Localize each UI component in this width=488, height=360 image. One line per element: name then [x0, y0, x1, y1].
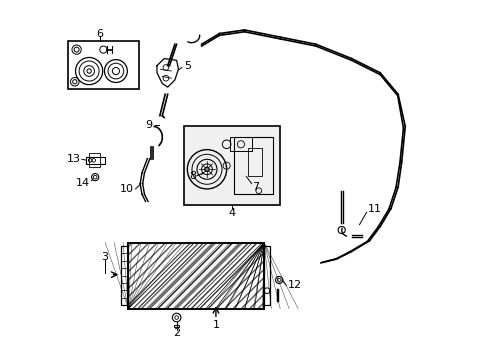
Bar — [128, 243, 264, 309]
Bar — [183, 126, 280, 205]
Bar — [230, 137, 251, 152]
Text: 13: 13 — [67, 154, 81, 164]
Bar — [121, 246, 128, 305]
Circle shape — [204, 167, 209, 171]
Text: 11: 11 — [367, 203, 381, 213]
Text: 4: 4 — [228, 208, 235, 218]
Bar — [128, 243, 264, 309]
Bar — [89, 153, 100, 167]
Bar — [247, 148, 262, 176]
Text: 12: 12 — [287, 280, 301, 291]
Text: 5: 5 — [183, 62, 190, 71]
Bar — [233, 137, 272, 194]
Text: 2: 2 — [173, 328, 180, 338]
Text: 14: 14 — [76, 178, 90, 188]
Bar — [264, 246, 269, 305]
Text: 6: 6 — [96, 29, 103, 39]
Bar — [85, 157, 105, 164]
Text: 3: 3 — [102, 252, 108, 262]
Bar — [128, 243, 264, 309]
Text: 10: 10 — [120, 184, 134, 194]
Bar — [67, 41, 139, 89]
Text: 8: 8 — [189, 171, 196, 181]
Text: 7: 7 — [251, 182, 258, 192]
Text: 1: 1 — [212, 320, 219, 330]
Text: 9: 9 — [145, 120, 152, 130]
Bar — [174, 325, 179, 327]
